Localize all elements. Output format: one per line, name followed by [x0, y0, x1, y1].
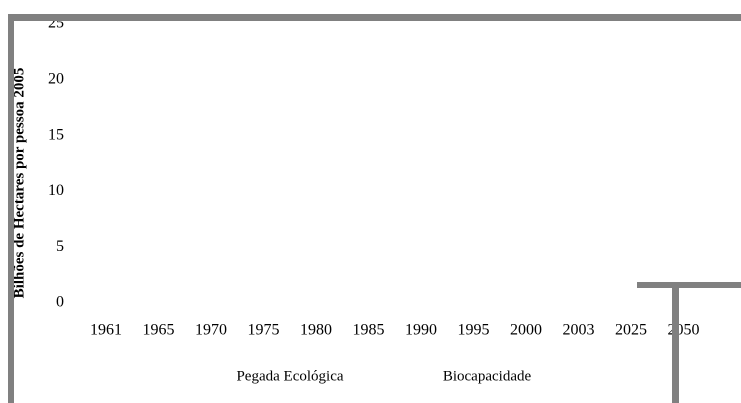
frame-bar [8, 14, 741, 21]
y-tick-label: 5 [56, 238, 64, 255]
x-tick-label: 2000 [510, 322, 542, 339]
x-tick-label: 2003 [563, 322, 595, 339]
x-tick-label: 1980 [300, 322, 332, 339]
y-tick-label: 20 [48, 70, 64, 87]
y-tick-label: 15 [48, 126, 64, 143]
legend-label: Pegada Ecológica [236, 368, 343, 384]
legend-label: Biocapacidade [443, 368, 532, 384]
x-tick-label: 2025 [615, 322, 647, 339]
frame-bar [672, 282, 679, 403]
frame-bar [8, 14, 14, 403]
x-tick-label: 1990 [405, 322, 437, 339]
frame-bar [637, 282, 741, 288]
x-tick-label: 1961 [90, 322, 122, 339]
x-tick-label: 1970 [195, 322, 227, 339]
x-tick-label: 1985 [353, 322, 385, 339]
x-tick-label: 1965 [143, 322, 175, 339]
x-tick-label: 1995 [458, 322, 490, 339]
x-tick-label: 1975 [248, 322, 280, 339]
y-tick-label: 0 [56, 294, 64, 311]
y-tick-label: 10 [48, 182, 64, 199]
y-axis-label: Bilhões de Hectares por pessoa 2005 [11, 68, 27, 299]
